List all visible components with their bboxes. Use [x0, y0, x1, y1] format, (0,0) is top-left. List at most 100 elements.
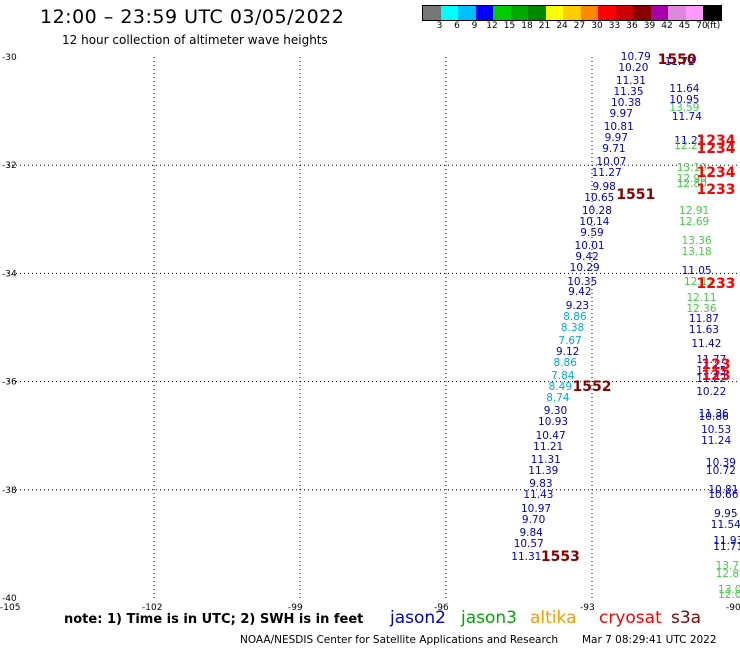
- colorbar-tick-label: 3: [436, 21, 443, 31]
- wave-height-value: 11.54: [710, 518, 740, 531]
- wave-height-value: 9.95: [714, 508, 738, 521]
- wave-height-value: 11.36: [698, 408, 729, 421]
- wave-height-value: 11.22: [696, 372, 727, 385]
- wave-height-value: 11.21: [533, 440, 564, 453]
- wave-height-value: 10.35: [567, 275, 598, 288]
- colorbar-tick-label: 30: [591, 21, 603, 31]
- wave-height-value: 11.64: [669, 83, 700, 96]
- colorbar-tick-label: 24: [556, 21, 568, 31]
- wave-height-value: 8.74: [546, 391, 570, 404]
- wave-height-value: 12.91: [679, 205, 710, 218]
- satellite-legend-s3a: s3a: [671, 608, 702, 628]
- colorbar-swatch: [703, 6, 721, 20]
- wave-height-value: 13.19: [676, 161, 707, 174]
- footer-credit: NOAA/NESDIS Center for Satellite Applica…: [240, 634, 558, 646]
- colorbar-swatch: [615, 6, 633, 20]
- wave-height-value: 10.86: [698, 410, 729, 423]
- colorbar-tick-label: 12: [486, 21, 498, 31]
- colorbar-swatch: [633, 6, 651, 20]
- pass-number-label: 123: [701, 357, 731, 374]
- colorbar-tick-label: 15: [503, 21, 516, 31]
- wave-height-value: 10.01: [574, 240, 605, 253]
- lat-label: -40: [2, 594, 17, 604]
- colorbar-tick-label: 27: [573, 21, 586, 31]
- pass-number-label: 1234: [696, 165, 736, 182]
- colorbar-swatch: [458, 6, 476, 20]
- wave-height-value: 10.39: [705, 456, 736, 469]
- pass-number-label: 1234: [696, 132, 736, 149]
- wave-height-value: 11.43: [523, 489, 554, 502]
- wave-height-value: 10.53: [701, 424, 732, 437]
- wave-height-value: 11.31: [530, 454, 561, 467]
- wave-height-value: 12.27: [674, 140, 705, 153]
- lon-label: -102: [142, 603, 162, 613]
- colorbar-tick-label: 9: [471, 21, 478, 31]
- wave-height-value: 9.42: [575, 251, 599, 264]
- colorbar-swatch: [668, 6, 686, 20]
- pass-number-label: 1233: [696, 181, 736, 198]
- lat-label: -36: [2, 378, 17, 388]
- pass-number-label: 1233: [696, 276, 736, 293]
- wave-height-value: 7.84: [551, 370, 575, 383]
- wave-height-value: 11.93: [713, 535, 740, 548]
- wave-height-value: 9.97: [609, 107, 633, 120]
- lat-label: -34: [2, 269, 17, 279]
- wave-height-value: 11.74: [671, 110, 702, 123]
- wave-height-value: 10.93: [538, 416, 569, 429]
- colorbar-swatch: [598, 6, 616, 20]
- colorbar-tick-label: 36: [626, 21, 638, 31]
- wave-height-value: 9.12: [555, 345, 580, 358]
- wave-height-value: 13.36: [681, 234, 712, 247]
- wave-height-value: 7.67: [558, 335, 582, 348]
- wave-height-value: 11.15: [696, 364, 727, 377]
- wave-height-value: 12.36: [686, 302, 717, 315]
- colorbar-tick-label: 70: [696, 21, 708, 31]
- wave-height-value: 11.31: [615, 75, 646, 88]
- wave-height-value: 9.83: [529, 478, 553, 491]
- wave-height-value: 12.80: [676, 178, 707, 191]
- wave-height-value: 13.00: [718, 583, 740, 596]
- wave-height-value: 11.63: [688, 324, 719, 337]
- wave-height-value: 9.59: [580, 226, 604, 239]
- wave-height-value: 13.79: [715, 559, 740, 572]
- legend-note: note: 1) Time is in UTC; 2) SWH is in fe…: [64, 612, 364, 627]
- lat-label: -38: [2, 486, 17, 496]
- wave-height-value: 13.59: [669, 102, 700, 115]
- colorbar-tick-label: 39: [643, 21, 656, 31]
- colorbar-tick-label: (ft): [706, 21, 721, 31]
- colorbar-tick-label: 6: [454, 21, 460, 31]
- footer-timestamp: Mar 7 08:29:41 UTC 2022: [582, 634, 717, 646]
- wave-height-value: 9.84: [519, 527, 543, 540]
- wave-height-value: 11.39: [528, 464, 559, 477]
- colorbar-tick-label: 45: [678, 21, 691, 31]
- wave-height-value: 10.38: [611, 96, 642, 109]
- colorbar-swatch: [545, 6, 563, 20]
- wave-height-value: 10.81: [603, 121, 634, 134]
- wave-height-value: 11.31: [511, 551, 542, 564]
- colorbar-labels: 3 6 9 12 15 18 21 24 27 30 33 36 39 42 45 70 (ft): [422, 21, 732, 33]
- wave-height-value: 11.77: [696, 353, 727, 366]
- wave-height-value: 10.22: [696, 386, 727, 399]
- colorbar-swatch: [685, 6, 703, 20]
- wave-height-value: 12.11: [684, 275, 715, 288]
- wave-height-value: 10.14: [579, 216, 610, 228]
- wave-height-value: 12.11: [686, 291, 717, 304]
- pass-number-label: 1553: [540, 549, 580, 566]
- colorbar-swatch: [528, 6, 546, 20]
- wave-height-value: 11.87: [688, 313, 719, 326]
- wave-height-value: 10.65: [584, 191, 615, 204]
- wave-height-value: 9.98: [592, 180, 616, 193]
- wave-height-value: 12.89: [715, 567, 740, 580]
- lon-label: -93: [580, 603, 595, 613]
- wave-height-value: 11.42: [691, 337, 722, 350]
- pass-number-label: 1551: [616, 186, 656, 203]
- wave-height-value: 9.71: [602, 142, 626, 155]
- wave-height-value: 11.27: [674, 134, 705, 147]
- wave-height-value: 11.24: [701, 435, 732, 448]
- wave-height-value: 12.69: [679, 216, 710, 228]
- lon-label: -105: [0, 603, 20, 613]
- page-subtitle: 12 hour collection of altimeter wave hei…: [62, 33, 328, 47]
- wave-height-value: 9.70: [521, 513, 546, 526]
- wave-height-value: 9.42: [568, 286, 592, 299]
- wave-height-value: 11.72: [664, 56, 695, 69]
